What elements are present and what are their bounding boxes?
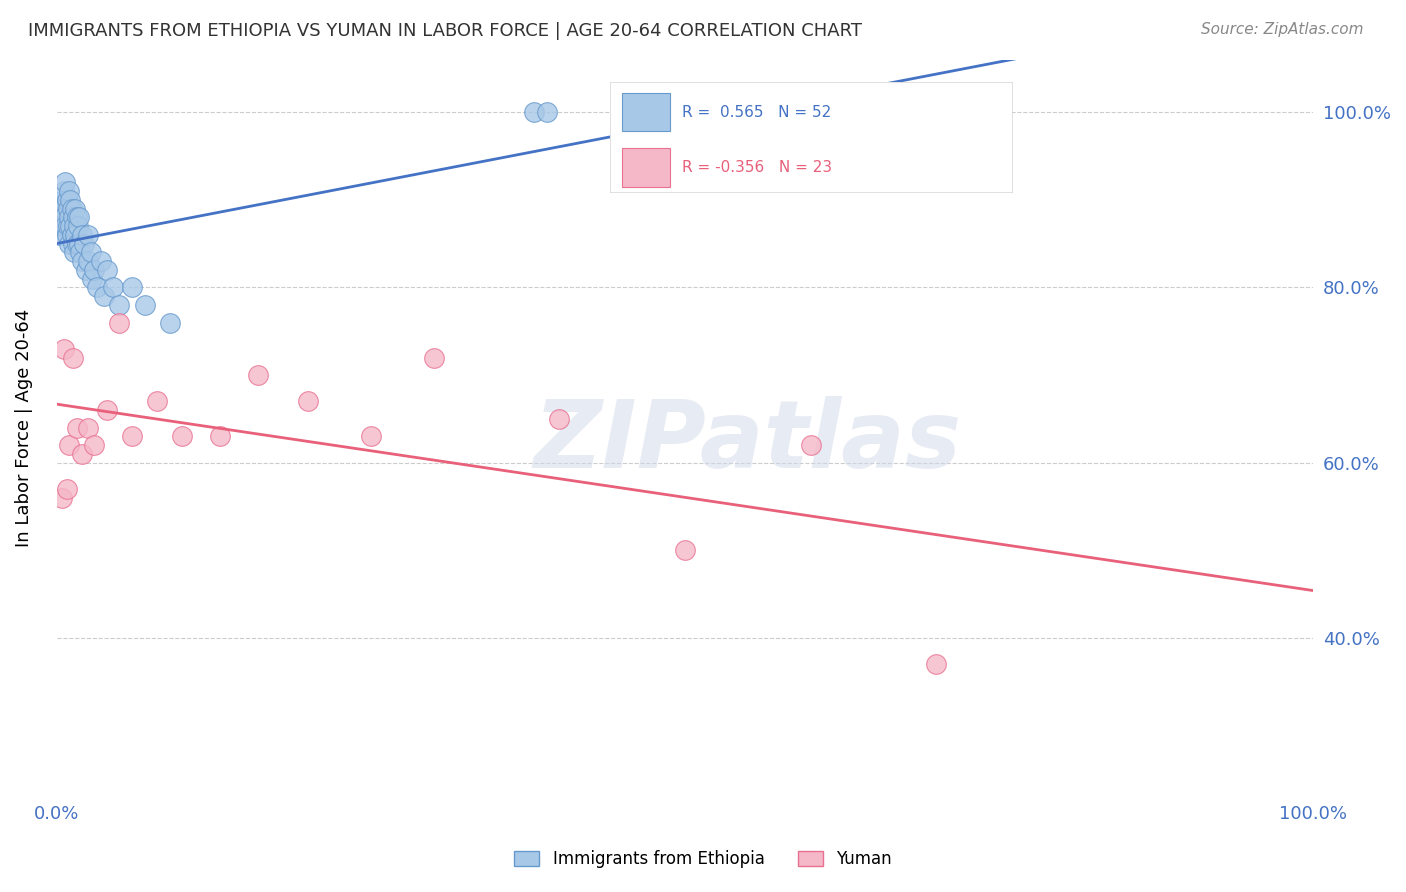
Point xyxy=(360,429,382,443)
Text: Source: ZipAtlas.com: Source: ZipAtlas.com xyxy=(1201,22,1364,37)
Point xyxy=(246,368,269,383)
Point xyxy=(51,491,73,505)
Point xyxy=(56,219,79,233)
Point xyxy=(536,105,558,120)
Point xyxy=(65,227,87,242)
Point xyxy=(96,263,118,277)
Point xyxy=(60,202,83,216)
Point xyxy=(73,236,96,251)
Point xyxy=(159,316,181,330)
Point xyxy=(55,227,77,242)
Point xyxy=(62,211,84,225)
Point xyxy=(55,482,77,496)
Y-axis label: In Labor Force | Age 20-64: In Labor Force | Age 20-64 xyxy=(15,309,32,547)
Point xyxy=(96,403,118,417)
Point xyxy=(48,227,70,242)
Point xyxy=(83,263,105,277)
Point xyxy=(70,447,93,461)
Point xyxy=(673,543,696,558)
Point xyxy=(53,211,76,225)
Point xyxy=(63,219,86,233)
Point xyxy=(52,193,75,207)
Point xyxy=(90,254,112,268)
Point xyxy=(297,394,319,409)
Point xyxy=(55,193,77,207)
Point xyxy=(69,245,91,260)
Text: ZIPatlas: ZIPatlas xyxy=(534,396,962,489)
Point xyxy=(53,342,76,356)
Point xyxy=(77,420,100,434)
Point xyxy=(70,227,93,242)
Point xyxy=(59,193,82,207)
Point xyxy=(146,394,169,409)
Point xyxy=(66,420,89,434)
Point xyxy=(101,280,124,294)
Point xyxy=(108,298,131,312)
Legend: Immigrants from Ethiopia, Yuman: Immigrants from Ethiopia, Yuman xyxy=(508,844,898,875)
Point xyxy=(75,263,97,277)
Point xyxy=(86,280,108,294)
Point xyxy=(523,105,546,120)
Point xyxy=(800,438,823,452)
Point xyxy=(62,351,84,365)
Point xyxy=(134,298,156,312)
Point xyxy=(55,219,77,233)
Point xyxy=(172,429,194,443)
Point xyxy=(79,245,101,260)
Point xyxy=(56,202,79,216)
Point xyxy=(66,219,89,233)
Point xyxy=(59,219,82,233)
Text: IMMIGRANTS FROM ETHIOPIA VS YUMAN IN LABOR FORCE | AGE 20-64 CORRELATION CHART: IMMIGRANTS FROM ETHIOPIA VS YUMAN IN LAB… xyxy=(28,22,862,40)
Point xyxy=(80,271,103,285)
Point xyxy=(108,316,131,330)
Point xyxy=(62,236,84,251)
Point xyxy=(49,211,72,225)
Point xyxy=(53,184,76,198)
Point xyxy=(60,227,83,242)
Point xyxy=(58,211,80,225)
Point xyxy=(58,184,80,198)
Point xyxy=(83,438,105,452)
Point xyxy=(63,245,86,260)
Point xyxy=(208,429,231,443)
Point xyxy=(52,202,75,216)
Point xyxy=(66,236,89,251)
Point xyxy=(55,175,77,189)
Point xyxy=(70,254,93,268)
Point xyxy=(422,351,444,365)
Point xyxy=(58,438,80,452)
Point xyxy=(65,202,87,216)
Point xyxy=(67,211,90,225)
Point xyxy=(548,412,571,426)
Point xyxy=(58,236,80,251)
Point xyxy=(77,254,100,268)
Point xyxy=(121,280,143,294)
Point xyxy=(93,289,115,303)
Point xyxy=(66,211,89,225)
Point xyxy=(77,227,100,242)
Point xyxy=(67,236,90,251)
Point xyxy=(121,429,143,443)
Point xyxy=(925,657,948,672)
Point xyxy=(51,219,73,233)
